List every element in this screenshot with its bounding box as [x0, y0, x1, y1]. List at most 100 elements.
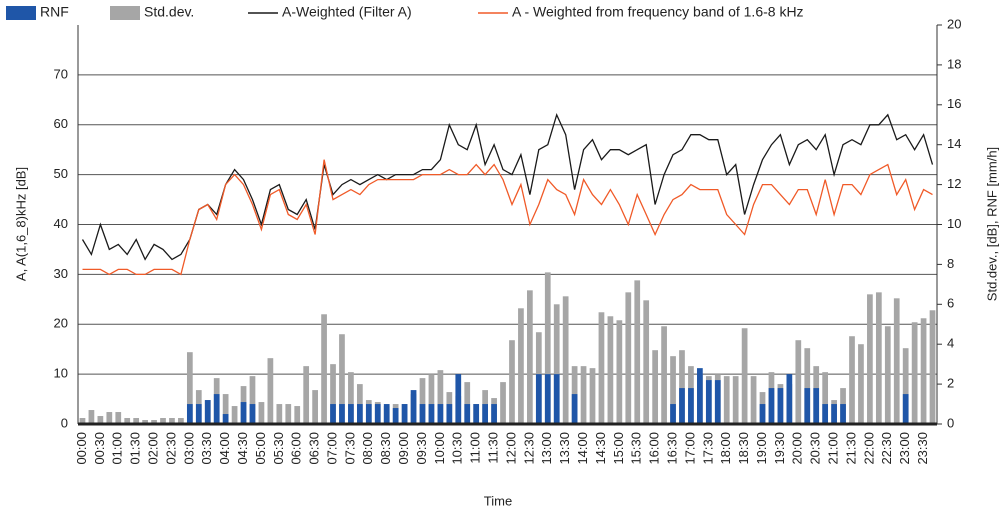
- x-tick-label: 21:00: [826, 432, 841, 465]
- bar: [249, 404, 256, 424]
- x-tick-label: 07:00: [324, 432, 339, 465]
- bar: [553, 374, 560, 424]
- bar: [741, 328, 748, 424]
- x-tick-label: 10:30: [450, 432, 465, 465]
- bar: [169, 418, 175, 424]
- y2-tick-label: 8: [947, 256, 954, 271]
- bar: [88, 410, 95, 424]
- bar: [348, 404, 354, 424]
- bar: [446, 404, 453, 424]
- bar: [437, 370, 444, 424]
- bar: [875, 292, 882, 424]
- bar: [840, 404, 846, 424]
- bar: [410, 390, 417, 424]
- bar: [339, 334, 345, 424]
- y2-tick-label: 14: [947, 136, 961, 151]
- bar: [455, 374, 462, 424]
- bar: [437, 404, 444, 424]
- x-tick-label: 09:30: [414, 432, 429, 465]
- bar: [142, 420, 148, 424]
- bar: [732, 376, 739, 424]
- bar: [813, 388, 820, 424]
- y2-axis-label: Std.dev., [dB], RNF [mm/h]: [984, 147, 999, 301]
- x-tick-label: 05:00: [253, 432, 268, 465]
- bar: [562, 296, 569, 424]
- bar: [339, 404, 345, 424]
- x-tick-label: 00:30: [92, 432, 107, 465]
- x-tick-label: 18:30: [736, 432, 751, 465]
- legend-label: RNF: [40, 4, 69, 20]
- x-tick-label: 22:00: [861, 432, 876, 465]
- y2-tick-label: 0: [947, 415, 954, 430]
- x-tick-label: 19:30: [772, 432, 787, 465]
- x-tick-label: 19:00: [754, 432, 769, 465]
- bar: [768, 388, 775, 424]
- y2-tick-label: 10: [947, 216, 961, 231]
- bar: [643, 300, 650, 424]
- x-tick-label: 05:30: [271, 432, 286, 465]
- bar: [911, 322, 918, 424]
- bar: [714, 380, 721, 424]
- bar: [124, 418, 131, 424]
- bar: [428, 374, 435, 424]
- y-tick-label: 20: [54, 316, 68, 331]
- bar: [893, 298, 900, 424]
- bar: [106, 412, 113, 424]
- bar: [589, 368, 596, 424]
- bar: [348, 372, 354, 424]
- y2-tick-label: 2: [947, 376, 954, 391]
- bar: [705, 380, 712, 424]
- bar: [723, 376, 730, 424]
- bar: [178, 418, 184, 424]
- legend-label: A-Weighted (Filter A): [282, 4, 412, 20]
- bar: [303, 366, 310, 424]
- bar: [330, 404, 336, 424]
- y2-tick-label: 4: [947, 336, 954, 351]
- bar: [553, 304, 560, 424]
- legend-label: Std.dev.: [144, 4, 194, 20]
- bar: [195, 404, 202, 424]
- bar: [867, 294, 873, 424]
- bar: [670, 356, 676, 424]
- y-tick-label: 10: [54, 366, 68, 381]
- bar: [249, 376, 256, 424]
- y2-tick-label: 18: [947, 56, 961, 71]
- y-tick-label: 70: [54, 66, 68, 81]
- bar: [321, 314, 327, 424]
- bar: [258, 402, 265, 424]
- x-tick-label: 16:00: [647, 432, 662, 465]
- bar: [625, 292, 632, 424]
- x-tick-label: 08:00: [360, 432, 375, 465]
- x-tick-label: 03:30: [199, 432, 214, 465]
- bar: [902, 348, 909, 424]
- x-tick-label: 08:30: [378, 432, 393, 465]
- x-tick-label: 07:30: [342, 432, 357, 465]
- x-tick-label: 12:30: [521, 432, 536, 465]
- bar: [544, 272, 551, 424]
- bar: [383, 404, 390, 424]
- x-tick-label: 11:00: [468, 432, 483, 464]
- bar: [580, 366, 587, 424]
- bar: [294, 406, 301, 424]
- x-tick-label: 04:30: [235, 432, 250, 465]
- x-tick-label: 00:00: [74, 432, 89, 465]
- bar: [831, 404, 837, 424]
- bar: [822, 404, 829, 424]
- bar: [115, 412, 122, 424]
- bar: [213, 394, 220, 424]
- x-tick-label: 15:00: [611, 432, 626, 465]
- y-tick-label: 0: [61, 415, 68, 430]
- bar: [518, 308, 524, 424]
- bar: [392, 408, 399, 424]
- bar: [374, 404, 381, 424]
- bar: [750, 376, 757, 424]
- bar: [222, 394, 229, 424]
- bar: [160, 418, 166, 424]
- bar: [419, 378, 426, 424]
- bar: [151, 420, 157, 424]
- bar: [500, 382, 506, 424]
- bar: [607, 316, 614, 424]
- bar: [688, 388, 694, 424]
- line: [81, 112, 934, 261]
